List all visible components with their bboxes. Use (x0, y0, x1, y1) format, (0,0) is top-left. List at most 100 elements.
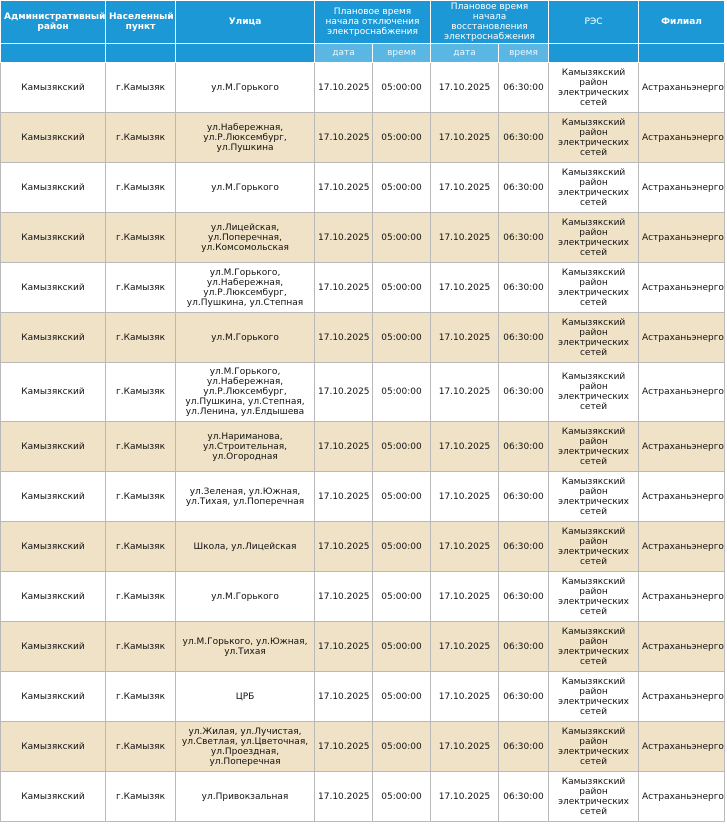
off-time-cell: 05:00:00 (372, 212, 431, 263)
res-cell: Камызякский район электрических сетей (548, 312, 640, 363)
on-time-cell: 06:30:00 (497, 771, 550, 822)
district-cell: Камызякский (0, 621, 106, 672)
on-date-cell: 17.10.2025 (430, 771, 499, 822)
table-row: Камызякский г.Камызяк ул.Нариманова, ул.Ст… (0, 421, 726, 472)
res-cell: Камызякский район электрических сетей (548, 362, 640, 422)
table-row: Камызякский г.Камызяк ул.М.Горького 17.10.2… (0, 312, 726, 363)
branch-cell: Астраханьэнерго (638, 671, 726, 722)
res-cell: Камызякский район электрических сетей (548, 721, 640, 772)
res-cell: Камызякский район электрических сетей (548, 62, 640, 113)
table-row: Камызякский г.Камызяк ул.Зеленая, ул.Южная… (0, 471, 726, 522)
off-time-cell: 05:00:00 (372, 671, 431, 722)
branch-cell: Астраханьэнерго (638, 262, 726, 313)
district-cell: Камызякский (0, 62, 106, 113)
header-cell: Административный район (0, 0, 106, 44)
off-time-cell: 05:00:00 (372, 112, 431, 163)
on-date-cell: 17.10.2025 (430, 471, 499, 522)
district-cell: Камызякский (0, 112, 106, 163)
table-row: Камызякский г.Камызяк ул.Привокзальная 17.1… (0, 771, 726, 822)
blank-cell (0, 43, 106, 63)
settlement-cell: г.Камызяк (105, 621, 176, 672)
on-date-cell: 17.10.2025 (430, 621, 499, 672)
district-cell: Камызякский (0, 771, 106, 822)
district-cell: Камызякский (0, 312, 106, 363)
table-row: Камызякский г.Камызяк ЦРБ 17.10.2025 05:00:0… (0, 671, 726, 722)
header-cell: Филиал (638, 0, 726, 44)
subheader-cell: время (497, 43, 550, 63)
settlement-cell: г.Камызяк (105, 421, 176, 472)
settlement-cell: г.Камызяк (105, 312, 176, 363)
on-time-cell: 06:30:00 (497, 621, 550, 672)
settlement-cell: г.Камызяк (105, 212, 176, 263)
off-time-cell: 05:00:00 (372, 521, 431, 572)
off-time-cell: 05:00:00 (372, 721, 431, 772)
blank-cell (548, 43, 640, 63)
on-date-cell: 17.10.2025 (430, 362, 499, 422)
table-row: Камызякский г.Камызяк Школа, ул.Лицейская 1… (0, 521, 726, 572)
branch-cell: Астраханьэнерго (638, 621, 726, 672)
settlement-cell: г.Камызяк (105, 571, 176, 622)
street-cell: ул.М.Горького, ул.Южная, ул.Тихая (175, 621, 315, 672)
off-time-cell: 05:00:00 (372, 312, 431, 363)
district-cell: Камызякский (0, 262, 106, 313)
settlement-cell: г.Камызяк (105, 262, 176, 313)
on-date-cell: 17.10.2025 (430, 721, 499, 772)
table-row: Камызякский г.Камызяк ул.М.Горького 17.10.2… (0, 571, 726, 622)
on-time-cell: 06:30:00 (497, 112, 550, 163)
on-time-cell: 06:30:00 (497, 421, 550, 472)
off-time-cell: 05:00:00 (372, 162, 431, 213)
district-cell: Камызякский (0, 671, 106, 722)
street-cell: ул.М.Горького, ул.Набережная, ул.Р.Люксе… (175, 262, 315, 313)
street-cell: ул.М.Горького (175, 62, 315, 113)
settlement-cell: г.Камызяк (105, 721, 176, 772)
off-time-cell: 05:00:00 (372, 471, 431, 522)
header-cell: Плановое время начала отключения электро… (314, 0, 431, 44)
off-date-cell: 17.10.2025 (314, 721, 373, 772)
street-cell: ул.Лицейская, ул.Поперечная, ул.Комсомол… (175, 212, 315, 263)
blank-cell (638, 43, 726, 63)
branch-cell: Астраханьэнерго (638, 521, 726, 572)
district-cell: Камызякский (0, 212, 106, 263)
branch-cell: Астраханьэнерго (638, 162, 726, 213)
settlement-cell: г.Камызяк (105, 112, 176, 163)
res-cell: Камызякский район электрических сетей (548, 112, 640, 163)
branch-cell: Астраханьэнерго (638, 421, 726, 472)
off-time-cell: 05:00:00 (372, 621, 431, 672)
on-time-cell: 06:30:00 (497, 521, 550, 572)
street-cell: ул.М.Горького (175, 571, 315, 622)
off-time-cell: 05:00:00 (372, 571, 431, 622)
on-date-cell: 17.10.2025 (430, 312, 499, 363)
on-time-cell: 06:30:00 (497, 721, 550, 772)
settlement-cell: г.Камызяк (105, 362, 176, 422)
off-date-cell: 17.10.2025 (314, 312, 373, 363)
street-cell: ул.Зеленая, ул.Южная, ул.Тихая, ул.Попер… (175, 471, 315, 522)
table-body: Камызякский г.Камызяк ул.М.Горького 17.10.2… (0, 62, 726, 822)
table-row: Камызякский г.Камызяк ул.М.Горького 17.10.2… (0, 62, 726, 113)
settlement-cell: г.Камызяк (105, 162, 176, 213)
off-date-cell: 17.10.2025 (314, 471, 373, 522)
off-time-cell: 05:00:00 (372, 362, 431, 422)
subheader-row: дата время дата время (0, 43, 726, 63)
street-cell: ул.М.Горького, ул.Набережная, ул.Р.Люксе… (175, 362, 315, 422)
on-date-cell: 17.10.2025 (430, 262, 499, 313)
subheader-cell: дата (430, 43, 499, 63)
on-time-cell: 06:30:00 (497, 671, 550, 722)
on-time-cell: 06:30:00 (497, 312, 550, 363)
table-row: Камызякский г.Камызяк ул.Лицейская, ул.Поп… (0, 212, 726, 263)
branch-cell: Астраханьэнерго (638, 212, 726, 263)
street-cell: Школа, ул.Лицейская (175, 521, 315, 572)
header-cell: Населенный пункт (105, 0, 176, 44)
off-date-cell: 17.10.2025 (314, 571, 373, 622)
street-cell: ул.М.Горького (175, 162, 315, 213)
district-cell: Камызякский (0, 521, 106, 572)
off-date-cell: 17.10.2025 (314, 212, 373, 263)
subheader-cell: время (372, 43, 431, 63)
off-date-cell: 17.10.2025 (314, 262, 373, 313)
on-time-cell: 06:30:00 (497, 62, 550, 113)
on-date-cell: 17.10.2025 (430, 212, 499, 263)
on-date-cell: 17.10.2025 (430, 521, 499, 572)
table-row: Камызякский г.Камызяк ул.М.Горького, ул.На… (0, 362, 726, 422)
on-date-cell: 17.10.2025 (430, 571, 499, 622)
on-date-cell: 17.10.2025 (430, 112, 499, 163)
off-date-cell: 17.10.2025 (314, 362, 373, 422)
